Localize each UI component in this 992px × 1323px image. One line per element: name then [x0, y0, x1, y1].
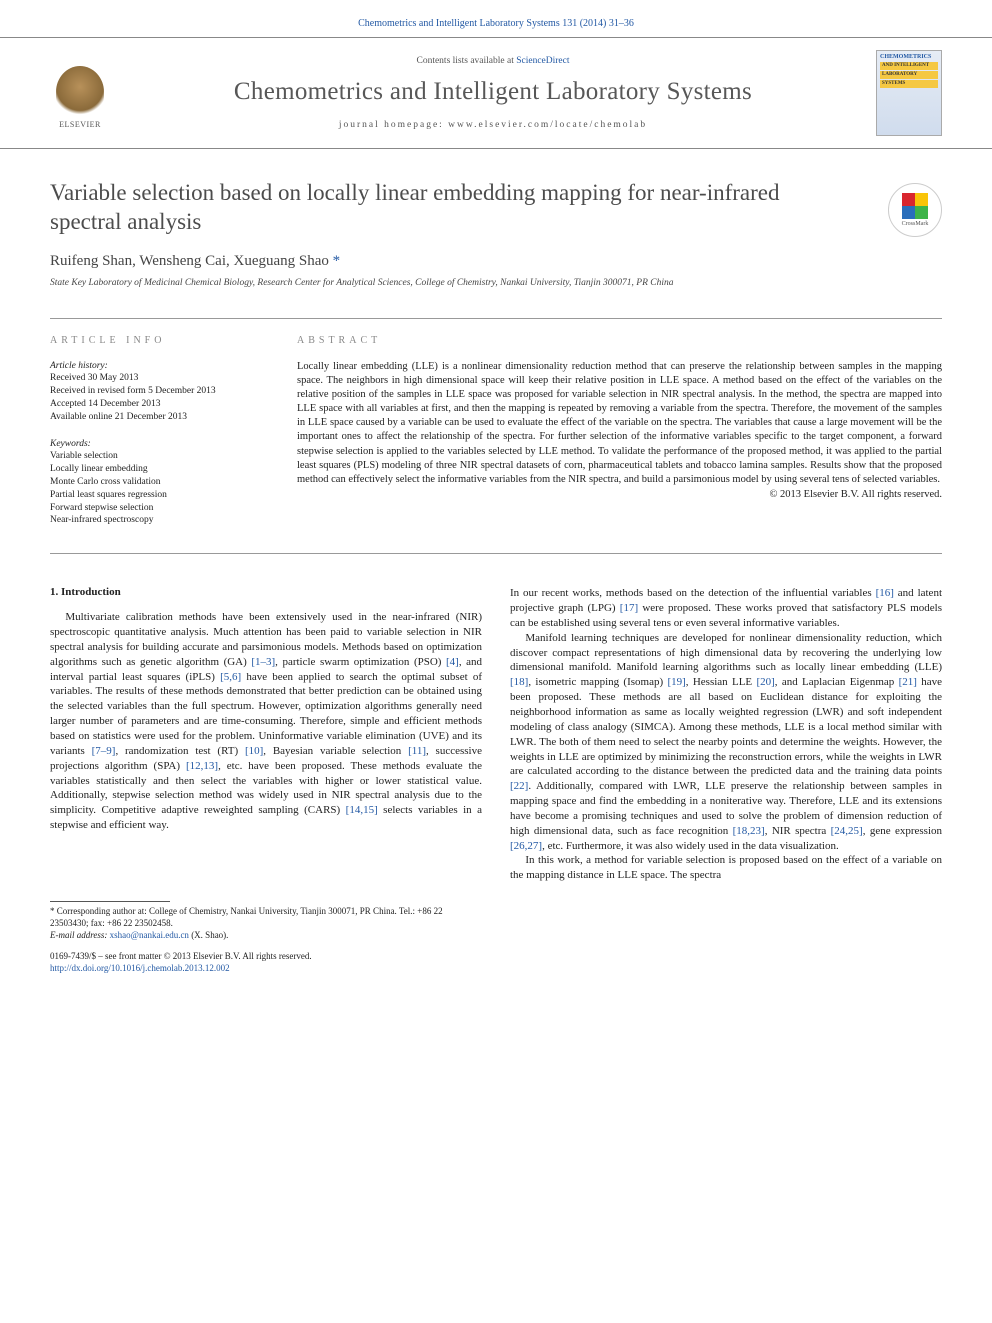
body-two-column: 1. Introduction Multivariate calibration… [0, 566, 992, 883]
email-suffix: (X. Shao). [189, 930, 229, 940]
affiliation: State Key Laboratory of Medicinal Chemic… [50, 278, 942, 288]
issn-copyright-line: 0169-7439/$ – see front matter © 2013 El… [50, 951, 942, 963]
ref-link[interactable]: [19] [667, 676, 685, 688]
footnote-divider [50, 901, 170, 902]
authors-line: Ruifeng Shan, Wensheng Cai, Xueguang Sha… [50, 253, 942, 270]
article-history-header: Article history: [50, 360, 265, 373]
ref-link[interactable]: [14,15] [346, 804, 378, 816]
abstract-text: Locally linear embedding (LLE) is a nonl… [297, 360, 942, 488]
keyword: Forward stepwise selection [50, 502, 265, 515]
contents-available-line: Contents lists available at ScienceDirec… [130, 56, 856, 66]
cover-band-2: LABORATORY [880, 71, 938, 79]
ref-link[interactable]: [7–9] [92, 745, 116, 757]
divider-top [50, 318, 942, 319]
ref-link[interactable]: [18,23] [733, 825, 765, 837]
history-line: Accepted 14 December 2013 [50, 398, 265, 411]
ref-link[interactable]: [12,13] [186, 760, 218, 772]
keyword: Locally linear embedding [50, 463, 265, 476]
history-line: Received in revised form 5 December 2013 [50, 385, 265, 398]
contents-pre-text: Contents lists available at [416, 56, 516, 66]
publisher-name: ELSEVIER [59, 120, 101, 129]
article-history-block: Article history: Received 30 May 2013 Re… [50, 360, 265, 424]
journal-name: Chemometrics and Intelligent Laboratory … [130, 78, 856, 106]
ref-link[interactable]: [5,6] [220, 671, 241, 683]
body-paragraph: Multivariate calibration methods have be… [50, 610, 482, 833]
divider-bottom [50, 553, 942, 554]
cover-band-3: SYSTEMS [880, 80, 938, 88]
authors-names: Ruifeng Shan, Wensheng Cai, Xueguang Sha… [50, 253, 333, 269]
keyword: Monte Carlo cross validation [50, 476, 265, 489]
history-line: Available online 21 December 2013 [50, 411, 265, 424]
footnotes: * Corresponding author at: College of Ch… [0, 883, 516, 941]
article-title: Variable selection based on locally line… [50, 179, 830, 237]
sciencedirect-link[interactable]: ScienceDirect [516, 56, 569, 66]
elsevier-logo: ELSEVIER [50, 57, 110, 129]
info-abstract-row: ARTICLE INFO Article history: Received 3… [0, 331, 992, 542]
email-footnote: E-mail address: xshao@nankai.edu.cn (X. … [50, 930, 466, 942]
ref-link[interactable]: [20] [756, 676, 774, 688]
keyword: Variable selection [50, 450, 265, 463]
journal-masthead: ELSEVIER Contents lists available at Sci… [0, 37, 992, 149]
crossmark-badge[interactable]: CrossMark [888, 183, 942, 237]
abstract-label: ABSTRACT [297, 335, 942, 346]
keywords-block: Keywords: Variable selection Locally lin… [50, 438, 265, 528]
ref-link[interactable]: [24,25] [831, 825, 863, 837]
article-header: CrossMark Variable selection based on lo… [0, 149, 992, 306]
ref-link[interactable]: [11] [408, 745, 426, 757]
section-heading-intro: 1. Introduction [50, 586, 482, 598]
crossmark-label: CrossMark [902, 221, 929, 227]
elsevier-tree-icon [56, 66, 104, 118]
ref-link[interactable]: [4] [446, 656, 459, 668]
ref-link[interactable]: [1–3] [251, 656, 275, 668]
ref-link[interactable]: [26,27] [510, 840, 542, 852]
cover-line-1: CHEMOMETRICS [880, 54, 938, 61]
body-paragraph: In our recent works, methods based on th… [510, 586, 942, 883]
ref-link[interactable]: [22] [510, 780, 528, 792]
journal-homepage: journal homepage: www.elsevier.com/locat… [130, 120, 856, 130]
article-info-label: ARTICLE INFO [50, 335, 265, 346]
keyword: Near-infrared spectroscopy [50, 514, 265, 527]
corresponding-author-footnote: * Corresponding author at: College of Ch… [50, 906, 466, 929]
ref-link[interactable]: [17] [620, 602, 638, 614]
abstract-copyright: © 2013 Elsevier B.V. All rights reserved… [297, 489, 942, 500]
email-link[interactable]: xshao@nankai.edu.cn [110, 930, 189, 940]
ref-link[interactable]: [21] [899, 676, 917, 688]
abstract-column: ABSTRACT Locally linear embedding (LLE) … [297, 335, 942, 542]
page-footer: 0169-7439/$ – see front matter © 2013 El… [0, 941, 992, 998]
body-column-right: In our recent works, methods based on th… [510, 586, 942, 883]
history-line: Received 30 May 2013 [50, 372, 265, 385]
masthead-center: Contents lists available at ScienceDirec… [130, 56, 856, 130]
article-info-column: ARTICLE INFO Article history: Received 3… [50, 335, 265, 542]
keyword: Partial least squares regression [50, 489, 265, 502]
email-label: E-mail address: [50, 930, 110, 940]
ref-link[interactable]: [16] [876, 587, 894, 599]
corresponding-author-mark: * [333, 253, 341, 269]
journal-cover-thumbnail: CHEMOMETRICS AND INTELLIGENT LABORATORY … [876, 50, 942, 136]
crossmark-icon [902, 193, 928, 219]
running-head-citation: Chemometrics and Intelligent Laboratory … [0, 0, 992, 37]
ref-link[interactable]: [10] [245, 745, 263, 757]
doi-link[interactable]: http://dx.doi.org/10.1016/j.chemolab.201… [50, 963, 230, 973]
ref-link[interactable]: [18] [510, 676, 528, 688]
keywords-header: Keywords: [50, 438, 265, 451]
body-column-left: 1. Introduction Multivariate calibration… [50, 586, 482, 883]
cover-band-1: AND INTELLIGENT [880, 62, 938, 70]
